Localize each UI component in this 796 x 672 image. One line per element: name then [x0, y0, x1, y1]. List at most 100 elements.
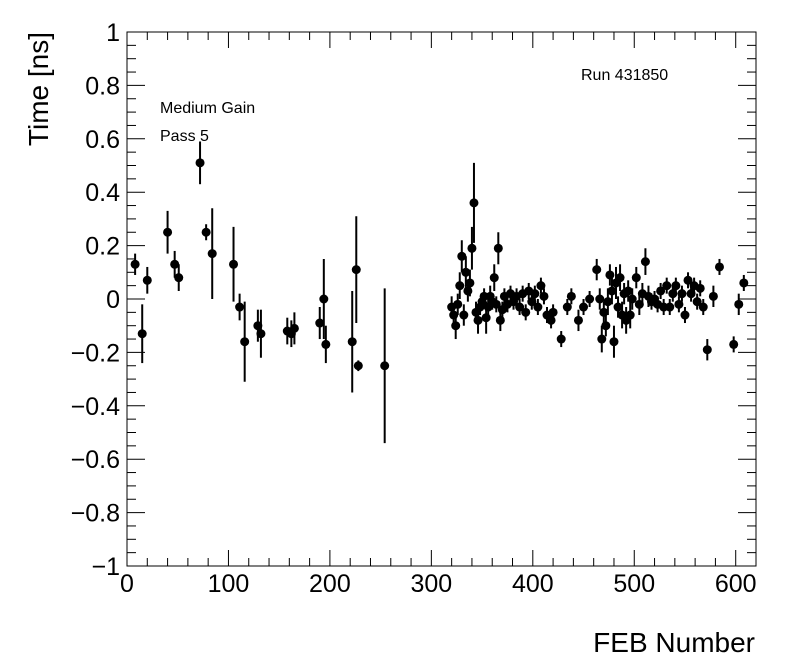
- gain-label: Medium Gain: [160, 100, 255, 117]
- data-marker: [708, 291, 718, 301]
- data-marker: [163, 227, 173, 237]
- data-point: [683, 272, 693, 289]
- data-point: [229, 226, 239, 302]
- data-point: [566, 288, 576, 305]
- data-point: [601, 315, 611, 337]
- data-marker: [605, 270, 615, 280]
- data-point: [170, 250, 180, 278]
- data-point: [353, 360, 363, 372]
- data-point: [585, 290, 595, 308]
- tick-marks: [126, 31, 757, 567]
- data-marker: [546, 315, 556, 325]
- y-tick-label: 0.6: [85, 126, 120, 154]
- data-point: [515, 299, 525, 316]
- data-marker: [289, 323, 299, 333]
- data-marker: [631, 273, 641, 283]
- data-marker: [536, 281, 546, 291]
- data-point: [240, 301, 250, 382]
- data-marker: [469, 198, 479, 208]
- data-marker: [592, 265, 602, 275]
- x-tick-label: 0: [120, 570, 134, 598]
- data-point: [451, 312, 461, 340]
- data-point: [674, 296, 684, 313]
- data-marker: [170, 259, 180, 269]
- data-point: [595, 288, 605, 310]
- data-marker: [201, 227, 211, 237]
- data-point: [680, 307, 690, 324]
- y-axis-title: Time [ns]: [23, 32, 54, 146]
- data-point: [530, 285, 540, 302]
- data-marker: [380, 361, 390, 371]
- y-tick-label: 0: [106, 286, 120, 314]
- data-marker: [533, 302, 543, 312]
- data-point: [729, 336, 739, 353]
- data-marker: [229, 259, 239, 269]
- data-marker: [530, 289, 540, 299]
- data-marker: [467, 243, 477, 253]
- data-point: [163, 210, 173, 254]
- data-point: [347, 290, 357, 393]
- data-marker: [595, 294, 605, 304]
- data-marker: [465, 278, 475, 288]
- data-marker: [491, 299, 501, 309]
- data-point: [142, 266, 152, 294]
- data-marker: [207, 249, 217, 259]
- data-marker: [566, 291, 576, 301]
- data-point: [521, 304, 531, 321]
- data-point: [201, 224, 211, 241]
- y-tick-label: −0.2: [71, 339, 120, 367]
- data-marker: [495, 315, 505, 325]
- data-marker: [627, 294, 637, 304]
- data-marker: [613, 302, 623, 312]
- data-point: [677, 285, 687, 302]
- data-marker: [729, 339, 739, 349]
- data-point: [315, 307, 325, 340]
- data-point: [467, 226, 477, 270]
- data-marker: [195, 158, 205, 168]
- data-marker: [739, 278, 749, 288]
- data-marker: [315, 318, 325, 328]
- data-marker: [319, 294, 329, 304]
- data-point: [702, 339, 712, 361]
- x-tick-label: 300: [410, 570, 452, 598]
- x-tick-label: 600: [715, 570, 757, 598]
- data-point: [235, 293, 245, 321]
- data-marker: [562, 302, 572, 312]
- y-tick-label: 0.2: [85, 233, 120, 261]
- data-marker: [640, 257, 650, 267]
- data-marker: [240, 337, 250, 347]
- data-marker: [579, 302, 589, 312]
- data-point: [491, 296, 501, 313]
- data-point: [592, 258, 602, 281]
- data-point: [695, 280, 705, 297]
- data-point: [579, 299, 589, 316]
- data-marker: [603, 297, 613, 307]
- data-point: [207, 208, 217, 299]
- data-marker: [142, 275, 152, 285]
- data-point: [609, 325, 619, 358]
- data-point: [130, 253, 140, 275]
- data-point: [469, 162, 479, 243]
- data-marker: [174, 273, 184, 283]
- data-point: [599, 301, 609, 324]
- data-point: [289, 312, 299, 345]
- data-point: [548, 304, 558, 321]
- data-marker: [521, 307, 531, 317]
- data-point: [493, 232, 503, 265]
- data-marker: [455, 281, 465, 291]
- data-point: [692, 293, 702, 310]
- data-point: [665, 299, 675, 316]
- data-marker: [130, 259, 140, 269]
- data-marker: [235, 302, 245, 312]
- y-tick-label: 1: [106, 19, 120, 47]
- y-tick-label: −0.8: [71, 500, 120, 528]
- data-marker: [702, 345, 712, 355]
- data-marker: [459, 310, 469, 320]
- data-point: [739, 274, 749, 291]
- data-marker: [256, 329, 266, 339]
- x-tick-label: 200: [309, 570, 351, 598]
- data-point: [137, 304, 147, 364]
- y-tick-label: −0.4: [71, 393, 120, 421]
- data-point: [562, 299, 572, 316]
- data-marker: [623, 286, 633, 296]
